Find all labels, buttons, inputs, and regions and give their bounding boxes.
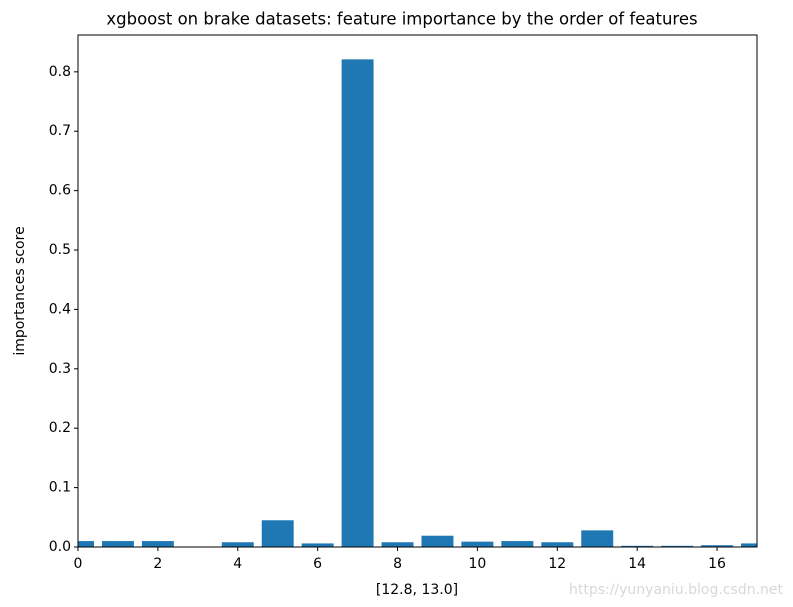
bar [301,543,334,547]
y-axis-label: importances score [12,226,28,355]
x-tick-label: 4 [233,556,242,572]
x-tick-label: 8 [393,556,402,572]
y-tick-label: 0.6 [49,183,71,199]
bar [581,530,614,547]
chart-title: xgboost on brake datasets: feature impor… [106,10,697,29]
x-tick-label: 16 [708,556,726,572]
x-axis-label: [12.8, 13.0] [376,582,458,598]
bar [221,542,254,547]
plot-frame [77,34,758,548]
y-tick-label: 0.8 [49,64,71,80]
bar [621,545,654,547]
x-tick-label: 14 [628,556,646,572]
y-tick-label: 0.0 [49,539,71,555]
x-tick-label: 2 [153,556,162,572]
bar [661,545,694,547]
x-tick-label: 0 [74,556,83,572]
x-tick-label: 12 [548,556,566,572]
bar [341,59,374,547]
bar [541,542,574,547]
x-tick-label: 6 [313,556,322,572]
y-tick-label: 0.5 [49,242,71,258]
y-tick-label: 0.1 [49,480,71,496]
bar [381,542,414,547]
y-tick-label: 0.2 [49,420,71,436]
y-tick-label: 0.3 [49,361,71,377]
bar [261,520,294,547]
x-tick-label: 10 [468,556,486,572]
bar [421,535,454,547]
bar [141,541,174,547]
bar [101,541,134,547]
bar [741,543,757,547]
bar [78,541,94,547]
bar [461,541,494,547]
y-tick-label: 0.4 [49,301,71,317]
watermark: https://yunyaniu.blog.csdn.net [569,582,784,598]
bar [701,545,734,547]
bar [501,541,534,547]
y-tick-label: 0.7 [49,123,71,139]
